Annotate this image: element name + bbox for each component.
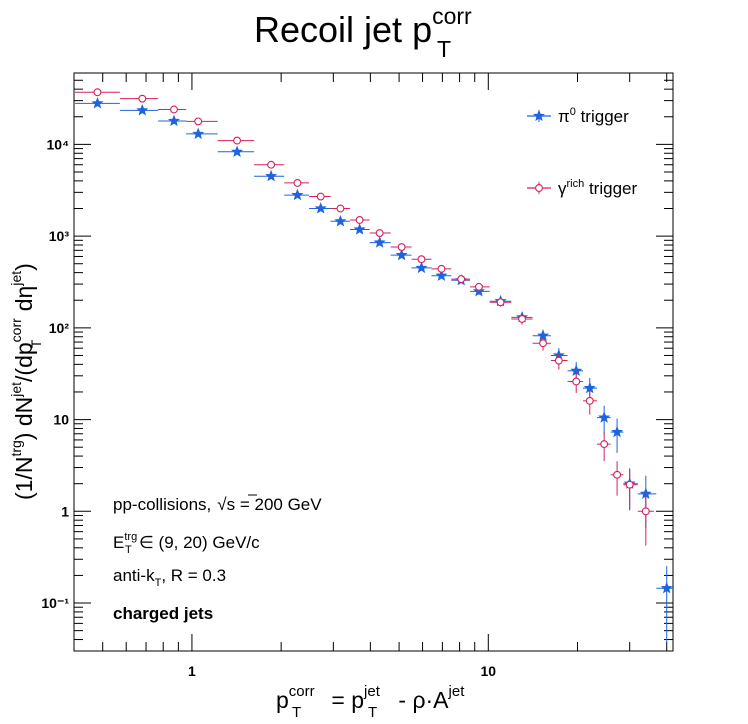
data-point [415,261,428,274]
data-point [267,160,276,169]
legend-marker [535,184,543,192]
y-tick-label-10000: 10⁴ [47,136,70,152]
y-tick-label-1: 1 [61,503,69,519]
data-point [600,440,609,449]
y-tick-label-100: 10² [49,320,70,336]
x-tick-label-10: 10 [481,663,497,679]
data-point [373,236,386,248]
data-point [316,192,325,201]
data-point [334,214,347,227]
data-point [194,117,203,126]
data-point [417,255,426,264]
x-tick-label-1: 1 [188,663,196,679]
data-point [93,88,102,97]
data-point [625,480,634,489]
data-point [136,103,149,116]
chart-title: Recoil jet pcorr T [254,3,472,62]
plot-frame [73,72,674,652]
data-point [138,94,147,103]
annotation-trigger-energy: Etrg T ∈ (9, 20) GeV/c [113,531,260,556]
annotation-jet-algorithm: anti-kT, R = 0.3 [113,566,226,589]
data-point [375,229,384,237]
data-point [598,411,611,423]
data-point [641,507,650,516]
annotation-jet-type: charged jets [113,604,213,623]
axis-ticks [73,72,673,652]
legend-entry-gamma-rich: γrich trigger [527,178,637,198]
data-point [472,284,485,297]
legend-marker-pi0 [533,109,545,122]
legend: π0 trigger γrich trigger [527,106,637,198]
legend-entry-pi0: π0 trigger [527,106,629,126]
legend-label-pi0: π0 trigger [558,106,629,126]
data-point [583,381,596,394]
data-points [75,88,673,643]
data-point [233,136,242,145]
data-point [435,269,448,281]
data-point [192,127,205,140]
data-point [91,97,104,109]
legend-marker-gamma-rich [535,182,543,194]
data-point [611,425,624,438]
data-point [496,298,505,307]
data-point [336,204,345,213]
data-point [518,315,527,323]
data-point [353,223,366,235]
data-point [168,114,180,127]
data-point [613,470,622,479]
data-point [397,243,406,251]
data-point [291,188,304,201]
data-point [230,145,244,157]
series-gamma-rich [75,88,654,546]
data-point [314,202,327,214]
data-point [539,339,547,348]
data-point [457,275,466,284]
annotations: pp-collisions, √s = 200 GeV Etrg T ∈ (9, 20… [113,494,322,623]
y-axis-title: (1/Ntrg) dNjet/(dpcorrT dηjet) [8,263,44,500]
legend-label-gamma-rich: γrich trigger [558,178,637,198]
legend-marker [533,109,545,122]
data-point [265,169,278,182]
data-point [395,248,408,261]
y-tick-label-0.1: 10⁻¹ [41,595,69,611]
data-point [293,178,302,187]
data-point [572,377,581,386]
annotation-collision-system: pp-collisions, √s = 200 GeV [113,495,322,514]
data-point [554,356,563,365]
data-point [475,282,483,291]
x-axis-title: pcorr T = pjet T - ρ·Ajet [276,683,465,721]
data-point [170,105,178,114]
data-point [355,216,364,224]
data-point [660,581,673,594]
y-tick-label-1000: 10³ [49,228,70,244]
data-point [437,264,446,273]
data-point [585,396,594,405]
y-tick-label-10: 10 [53,412,69,428]
